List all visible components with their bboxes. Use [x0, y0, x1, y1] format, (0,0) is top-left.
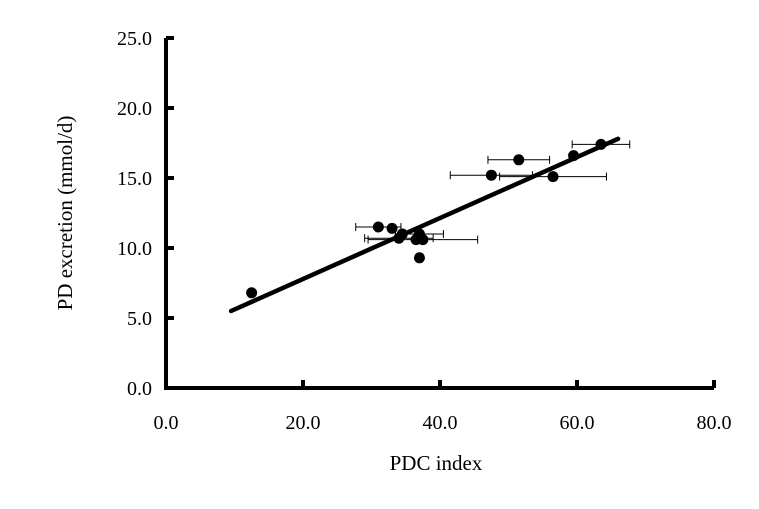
data-point — [568, 150, 580, 162]
trendline — [228, 136, 621, 314]
y-axis-title: PD excretion (mmol/d) — [53, 116, 77, 311]
x-tick-label: 60.0 — [560, 412, 595, 434]
y-tick-label: 20.0 — [117, 98, 152, 120]
y-tick-label: 25.0 — [117, 28, 152, 50]
x-tick-label: 80.0 — [697, 412, 732, 434]
data-point — [413, 252, 425, 264]
x-ticks: 0.0 20.0 40.0 60.0 80.0 — [154, 380, 732, 434]
axes — [164, 38, 714, 390]
data-point — [595, 138, 607, 150]
data-points — [246, 138, 607, 299]
y-tick-label: 5.0 — [127, 308, 152, 330]
x-axis-title: PDC index — [390, 451, 483, 475]
data-point — [547, 171, 559, 183]
data-point — [417, 234, 429, 246]
data-point — [246, 287, 258, 299]
x-tick-label: 0.0 — [154, 412, 179, 434]
data-point — [396, 228, 408, 240]
y-tick-label: 15.0 — [117, 168, 152, 190]
x-tick-label: 20.0 — [286, 412, 321, 434]
data-point — [485, 169, 497, 181]
data-point — [513, 154, 525, 166]
y-ticks: 0.0 5.0 10.0 15.0 20.0 25.0 — [117, 28, 174, 400]
data-point — [386, 222, 398, 234]
y-tick-label: 0.0 — [127, 378, 152, 400]
data-point — [372, 221, 384, 233]
x-tick-label: 40.0 — [423, 412, 458, 434]
y-tick-label: 10.0 — [117, 238, 152, 260]
